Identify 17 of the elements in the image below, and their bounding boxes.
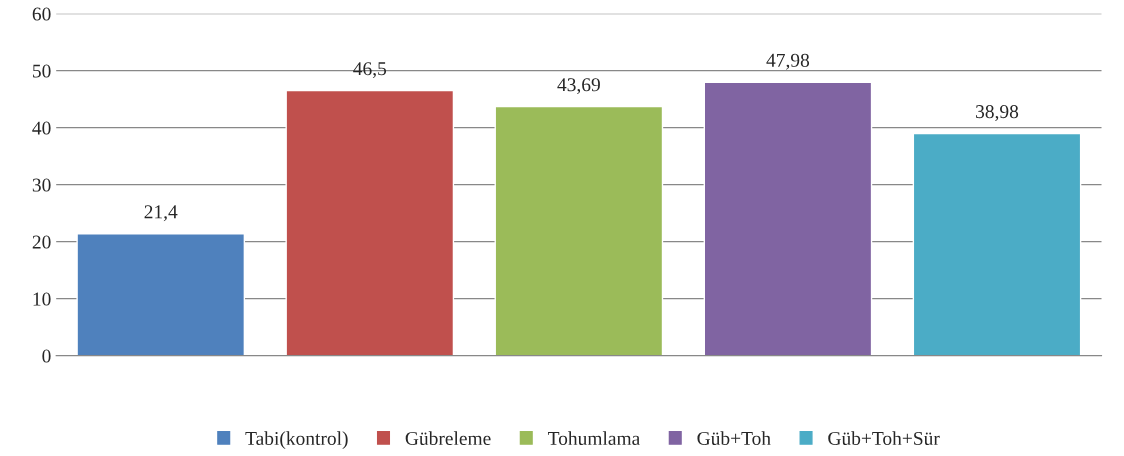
data-label: 38,98 — [976, 105, 1019, 121]
y-tick-label: 50 — [33, 64, 51, 78]
data-label: 43,69 — [557, 78, 600, 95]
legend-label: Gübreleme — [405, 431, 491, 445]
y-tick-label: 20 — [32, 235, 51, 249]
y-tick-label: 30 — [32, 178, 51, 192]
y-tick-label: 40 — [32, 121, 51, 135]
data-label: 21,4 — [144, 205, 178, 222]
data-label: 47,98 — [766, 53, 810, 70]
y-tick-label: 10 — [33, 292, 51, 306]
y-tick-label: 60 — [32, 7, 51, 21]
y-tick-label: 0 — [42, 349, 51, 363]
legend-label: Tohumlama — [548, 431, 640, 445]
data-label: 46,5 — [353, 62, 387, 79]
legend-label: Tabi(kontrol) — [245, 431, 348, 449]
legend-label: Güb+Toh+Sür — [828, 431, 940, 445]
legend-label: Güb+Toh — [697, 431, 771, 445]
